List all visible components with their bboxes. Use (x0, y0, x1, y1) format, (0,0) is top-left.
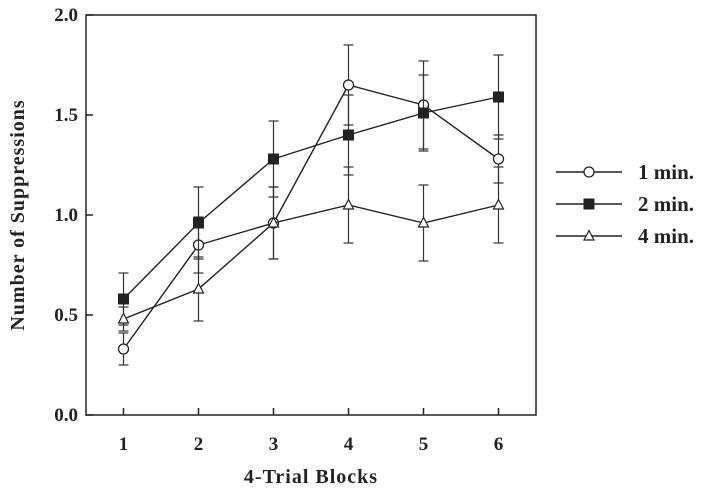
legend-marker (583, 229, 595, 241)
legend-marker (583, 166, 595, 178)
y-axis: 0.0 0.5 1.0 1.5 2.0 (54, 5, 93, 426)
data-point (342, 79, 355, 91)
legend-marker (583, 198, 595, 210)
series-line (122, 84, 499, 350)
data-point (343, 129, 354, 141)
data-point (268, 153, 279, 165)
y-tick-label: 1.0 (54, 205, 78, 226)
y-tick-label: 1.5 (54, 105, 78, 126)
x-tick-label: 3 (269, 434, 279, 455)
x-tick-label: 2 (194, 434, 204, 455)
y-tick-label: 0.5 (54, 305, 78, 326)
data-point (192, 282, 205, 294)
data-point (492, 198, 505, 210)
series-layer (117, 44, 505, 366)
x-tick-label: 5 (419, 434, 429, 455)
x-axis-label: 4-Trial Blocks (244, 466, 378, 488)
data-point (117, 312, 130, 324)
y-tick-label: 2.0 (54, 5, 78, 26)
x-tick-label: 6 (494, 434, 504, 455)
x-axis: 1 2 3 4 5 6 (119, 408, 504, 455)
series-2 (118, 54, 504, 326)
x-tick-label: 1 (119, 434, 129, 455)
plot-frame (85, 14, 537, 416)
data-point (418, 107, 429, 119)
series-line (123, 96, 499, 300)
series-line (123, 204, 499, 320)
data-point (493, 91, 504, 103)
x-tick-label: 4 (344, 434, 354, 455)
series-1 (117, 44, 505, 366)
data-point (118, 293, 129, 305)
data-point (193, 217, 204, 229)
data-point (417, 216, 430, 228)
legend-label: 2 min. (638, 192, 694, 216)
y-axis-label: Number of Suppressions (7, 99, 29, 330)
legend-label: 4 min. (638, 224, 694, 248)
legend: 1 min. 2 min. 4 min. (556, 160, 694, 248)
data-point (342, 198, 355, 210)
data-point (267, 216, 280, 228)
y-tick-label: 0.0 (54, 405, 78, 426)
data-point (492, 153, 505, 165)
data-point (117, 343, 130, 355)
legend-label: 1 min. (638, 160, 694, 184)
series-3 (117, 166, 505, 332)
